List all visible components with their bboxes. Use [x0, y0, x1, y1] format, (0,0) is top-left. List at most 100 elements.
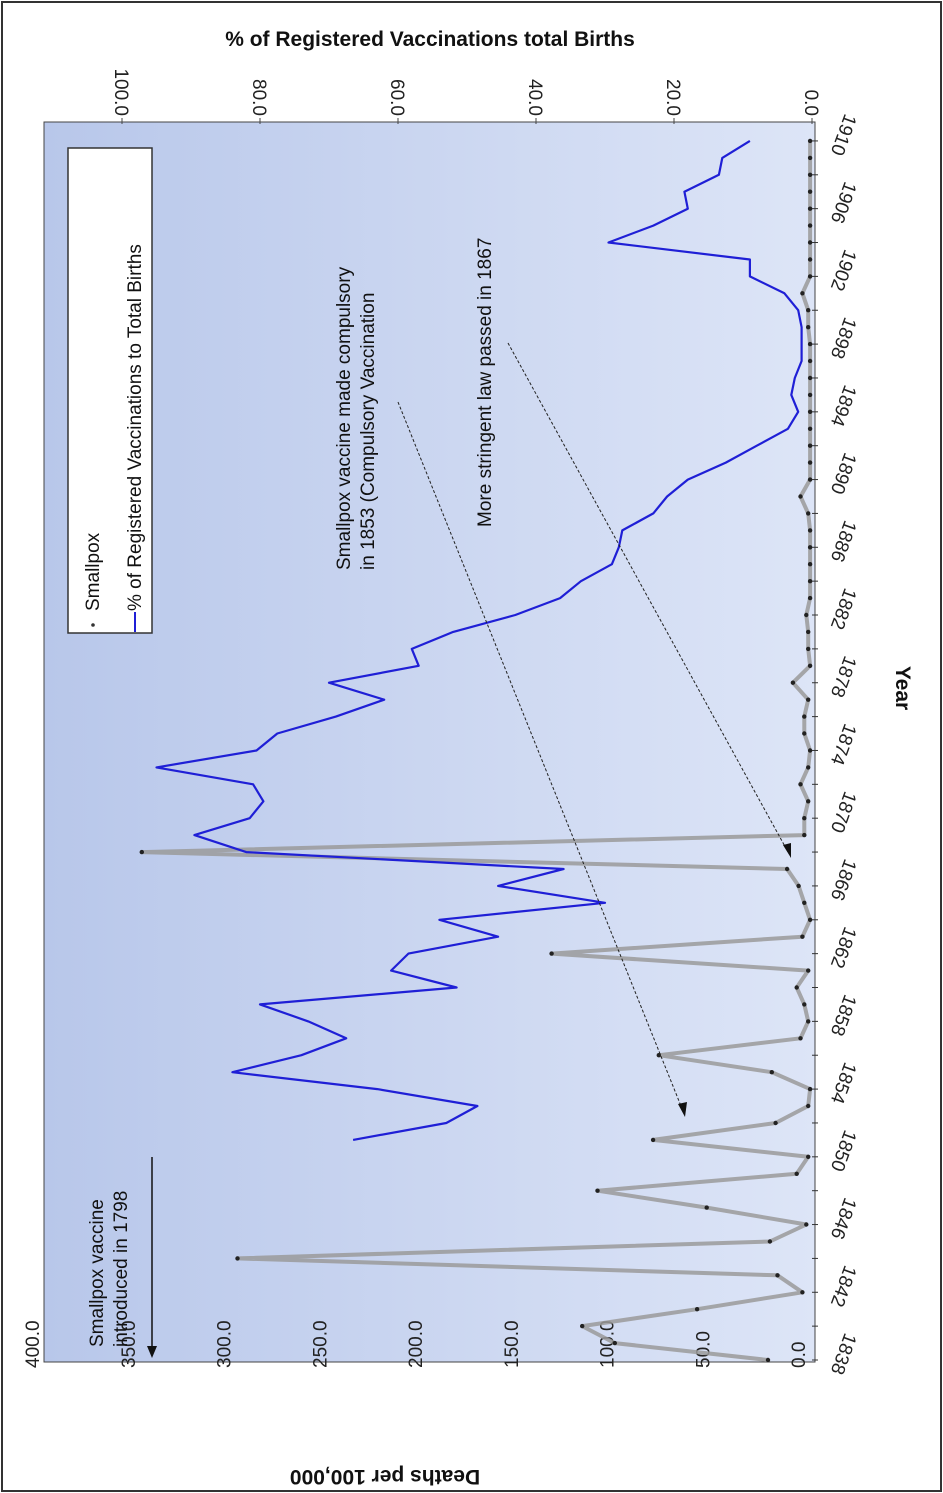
smallpox-point — [806, 765, 811, 770]
legend-entry-smallpox: Smallpox — [83, 532, 104, 611]
legend: Smallpox % of Registered Vaccinations to… — [67, 147, 153, 634]
annotation-line: in 1853 (Compulsory Vaccination — [358, 293, 379, 570]
smallpox-point — [804, 612, 809, 618]
svg-text:Smallpox vaccine intro: Smallpox vaccine introduced in 1798 — [87, 1191, 132, 1347]
left-tick-label: 150.0 — [502, 1320, 523, 1368]
smallpox-point — [807, 579, 813, 584]
smallpox-point — [807, 460, 813, 465]
smallpox-point — [694, 1307, 700, 1312]
smallpox-point — [806, 308, 811, 313]
smallpox-point — [769, 1070, 774, 1075]
smallpox-point — [806, 646, 811, 652]
smallpox-point — [798, 494, 803, 499]
smallpox-point — [807, 375, 813, 381]
smallpox-point — [807, 477, 813, 482]
left-tick-label: 250.0 — [310, 1320, 331, 1368]
smallpox-point — [802, 714, 807, 719]
smallpox-point — [806, 968, 811, 973]
right-tick-label: 0.0 — [800, 90, 821, 116]
legend-box — [67, 147, 153, 634]
smallpox-point — [807, 206, 813, 211]
smallpox-point — [807, 257, 813, 262]
arrow-head-icon — [678, 1102, 687, 1117]
smallpox-point — [796, 883, 801, 889]
left-tick-label: 100.0 — [598, 1320, 619, 1368]
left-tick-label: 300.0 — [215, 1320, 236, 1368]
x-axis-title: Year — [891, 666, 914, 710]
annotation-line: More stringent law passed in 1867 — [475, 238, 496, 527]
smallpox-point — [704, 1205, 709, 1210]
smallpox-point — [807, 138, 813, 144]
smallpox-point — [595, 1188, 600, 1193]
smallpox-point — [807, 409, 813, 414]
annotation-line: Smallpox vaccine made compulsory — [334, 266, 355, 570]
annotation-line: Smallpox vaccine — [87, 1199, 108, 1347]
smallpox-point — [806, 697, 811, 702]
smallpox-point — [802, 731, 807, 736]
smallpox-point — [802, 900, 807, 905]
right-tick-label: 20.0 — [662, 79, 683, 116]
smallpox-point — [807, 155, 813, 161]
smallpox-point — [804, 1222, 809, 1227]
smallpox-point — [807, 443, 813, 448]
right-axis-title: % of Registered Vaccinations total Birth… — [225, 28, 635, 51]
smallpox-point — [807, 595, 813, 601]
smallpox-point — [806, 1019, 811, 1024]
smallpox-point — [806, 1103, 811, 1109]
smallpox-point — [806, 325, 811, 330]
smallpox-point — [807, 341, 813, 347]
smallpox-point — [807, 240, 813, 245]
smallpox-point — [807, 358, 813, 364]
annotation-vaccine-introduced: Smallpox vaccine introduced in 1798 — [87, 1157, 157, 1358]
smallpox-point — [806, 511, 811, 516]
smallpox-point — [580, 1323, 585, 1329]
smallpox-point — [798, 782, 803, 787]
smallpox-point — [775, 1273, 780, 1278]
annotation-arrow-line — [397, 401, 684, 1112]
annotation-stringent-1867: More stringent law passed in 1867 — [475, 238, 791, 858]
smallpox-point — [807, 274, 813, 279]
smallpox-point — [790, 680, 796, 685]
smallpox-point — [765, 1357, 771, 1363]
smallpox-point — [807, 917, 813, 922]
smallpox-point — [800, 1290, 805, 1295]
right-axis-ticks: 0.0 20.0 40.0 60.0 80.0 100.0 — [110, 68, 821, 124]
smallpox-point — [807, 748, 813, 753]
smallpox-point — [806, 799, 811, 804]
left-axis-title: Deaths per 100,000 — [290, 1465, 480, 1488]
legend-marker-smallpox — [91, 623, 95, 627]
arrow-head-icon — [147, 1346, 157, 1358]
smallpox-point — [767, 1239, 773, 1244]
arrow-head-icon — [783, 843, 791, 858]
svg-text:Smallpox vaccine made compulso: Smallpox vaccine made compulsory in 1853… — [334, 262, 379, 570]
smallpox-point — [650, 1137, 656, 1143]
vaccination-series-line — [155, 139, 803, 1141]
left-tick-label: 0.0 — [789, 1342, 810, 1368]
smallpox-point — [235, 1256, 240, 1261]
smallpox-point — [806, 1154, 811, 1160]
right-tick-label: 100.0 — [110, 68, 131, 116]
smallpox-point — [612, 1340, 617, 1346]
left-tick-label: 50.0 — [693, 1331, 714, 1368]
smallpox-point — [800, 291, 805, 296]
smallpox-point — [794, 1171, 799, 1177]
smallpox-point — [807, 528, 813, 533]
annotation-arrow-line — [507, 342, 789, 853]
smallpox-point — [807, 1086, 813, 1092]
smallpox-point — [807, 562, 813, 567]
smallpox-point — [800, 934, 805, 939]
smallpox-point — [807, 392, 813, 398]
smallpox-point — [807, 223, 813, 228]
right-tick-label: 40.0 — [524, 79, 545, 116]
svg-text:More stringent law passed in 1: More stringent law passed in 1867 — [475, 238, 496, 527]
left-tick-label: 400.0 — [23, 1320, 44, 1368]
smallpox-point — [773, 1120, 778, 1126]
smallpox-point — [807, 663, 813, 668]
series-layer — [139, 138, 813, 1363]
left-tick-label: 350.0 — [119, 1320, 140, 1368]
smallpox-point — [794, 985, 799, 990]
left-tick-label: 200.0 — [406, 1320, 427, 1368]
legend-entry-vaccination: % of Registered Vaccinations to Total Bi… — [125, 244, 146, 611]
